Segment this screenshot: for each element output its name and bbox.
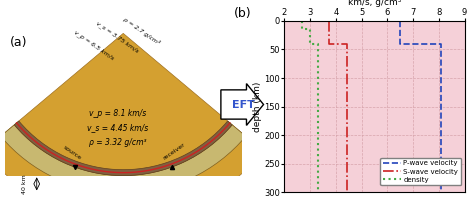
Text: EFT: EFT xyxy=(232,99,255,110)
Legend: P-wave velocity, S-wave velocity, density: P-wave velocity, S-wave velocity, densit… xyxy=(381,158,461,185)
Line: P-wave velocity: P-wave velocity xyxy=(400,21,441,192)
Text: v_s = 4.45 km/s: v_s = 4.45 km/s xyxy=(87,124,148,133)
density xyxy=(300,28,305,31)
Line: density: density xyxy=(302,21,319,192)
P-wave velocity xyxy=(397,20,403,22)
density xyxy=(307,28,313,31)
Text: 40 km: 40 km xyxy=(22,174,27,194)
S-wave velocity xyxy=(345,42,350,45)
S-wave velocity xyxy=(345,191,350,194)
P-wave velocity xyxy=(438,191,444,194)
Text: v_s = 3.75 km/s: v_s = 3.75 km/s xyxy=(95,20,140,54)
Text: v_p = 6.5 km/s: v_p = 6.5 km/s xyxy=(73,29,115,61)
Wedge shape xyxy=(14,121,232,176)
density xyxy=(316,42,321,45)
Text: source: source xyxy=(62,145,82,161)
Line: S-wave velocity: S-wave velocity xyxy=(329,21,347,192)
Text: (a): (a) xyxy=(9,36,27,49)
P-wave velocity xyxy=(438,42,444,45)
P-wave velocity xyxy=(397,42,403,45)
Text: ρ = 3.32 g/cm³: ρ = 3.32 g/cm³ xyxy=(89,138,146,147)
Text: v_p = 8.1 km/s: v_p = 8.1 km/s xyxy=(89,109,146,118)
X-axis label: km/s, g/cm³: km/s, g/cm³ xyxy=(348,0,401,7)
Y-axis label: depth (km): depth (km) xyxy=(253,81,262,132)
FancyArrow shape xyxy=(221,84,264,125)
Text: receiver: receiver xyxy=(162,142,186,161)
density xyxy=(300,20,305,22)
Text: ρ = 2.7 g/cm³: ρ = 2.7 g/cm³ xyxy=(121,17,161,46)
Text: (b): (b) xyxy=(234,7,252,20)
S-wave velocity xyxy=(327,20,332,22)
Wedge shape xyxy=(0,33,264,209)
Wedge shape xyxy=(0,125,246,193)
density xyxy=(307,42,313,45)
density xyxy=(316,191,321,194)
S-wave velocity xyxy=(327,42,332,45)
